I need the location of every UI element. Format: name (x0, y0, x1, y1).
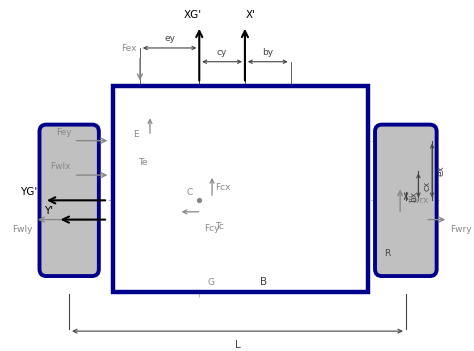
Text: Fex: Fex (121, 44, 136, 53)
Text: cx: cx (422, 180, 431, 191)
Text: Fey: Fey (56, 128, 72, 137)
Text: B: B (260, 277, 267, 287)
FancyBboxPatch shape (39, 125, 99, 276)
Text: ey: ey (164, 34, 175, 44)
Text: Tc: Tc (215, 223, 224, 231)
Text: L: L (235, 340, 240, 350)
Text: YG': YG' (20, 187, 37, 197)
Text: Fcy: Fcy (204, 224, 219, 233)
Text: R: R (384, 249, 391, 258)
Text: Fwly: Fwly (12, 225, 33, 234)
Text: Fwrx: Fwrx (407, 196, 428, 205)
Text: ex: ex (437, 165, 446, 176)
Text: Fwry: Fwry (450, 225, 472, 234)
Text: cy: cy (217, 48, 227, 57)
Text: E: E (133, 130, 138, 139)
Text: Fwlx: Fwlx (50, 161, 71, 171)
Text: by: by (262, 48, 273, 57)
Text: X': X' (246, 11, 255, 20)
FancyBboxPatch shape (375, 125, 437, 276)
Text: Te: Te (137, 158, 147, 167)
Text: Y': Y' (44, 206, 53, 216)
Text: XG': XG' (183, 11, 201, 20)
Text: Fcx: Fcx (215, 183, 231, 192)
Text: C: C (186, 188, 192, 197)
Bar (112, 86, 368, 292)
Text: G: G (208, 278, 215, 287)
Text: bx: bx (409, 191, 418, 202)
